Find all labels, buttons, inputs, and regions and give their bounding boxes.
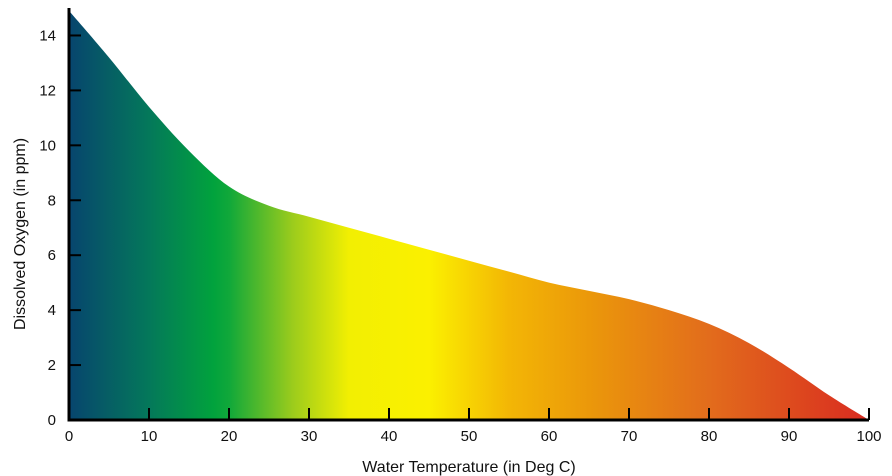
y-tick-label-12: 12 bbox=[39, 82, 56, 99]
plot-area bbox=[69, 10, 869, 420]
x-tick-label-60: 60 bbox=[541, 428, 558, 445]
y-tick-label-4: 4 bbox=[48, 302, 56, 319]
x-tick-label-50: 50 bbox=[461, 428, 478, 445]
x-tick-label-70: 70 bbox=[621, 428, 638, 445]
x-tick-label-30: 30 bbox=[301, 428, 318, 445]
x-tick-label-80: 80 bbox=[701, 428, 718, 445]
y-tick-label-8: 8 bbox=[48, 192, 56, 209]
y-tick-label-0: 0 bbox=[48, 412, 56, 429]
y-tick-label-14: 14 bbox=[39, 27, 56, 44]
x-tick-label-10: 10 bbox=[141, 428, 158, 445]
x-tick-label-90: 90 bbox=[781, 428, 798, 445]
y-tick-label-10: 10 bbox=[39, 137, 56, 154]
x-tick-label-100: 100 bbox=[856, 428, 881, 445]
y-tick-label-6: 6 bbox=[48, 247, 56, 264]
dissolved-oxygen-area bbox=[69, 10, 869, 420]
axes: 0 10 20 30 40 50 60 70 80 90 100 0 2 4 6 8 10 12 14 bbox=[39, 8, 882, 445]
y-axis-title: Dissolved Oxygen (in ppm) bbox=[12, 138, 29, 330]
x-tick-label-40: 40 bbox=[381, 428, 398, 445]
x-tick-label-20: 20 bbox=[221, 428, 238, 445]
y-tick-label-2: 2 bbox=[48, 357, 56, 374]
x-tick-label-0: 0 bbox=[65, 428, 73, 445]
x-axis-title: Water Temperature (in Deg C) bbox=[362, 459, 575, 476]
